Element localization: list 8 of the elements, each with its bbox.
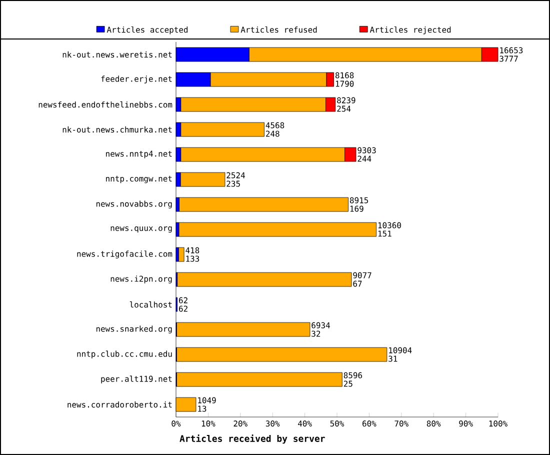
bar [176, 372, 342, 387]
x-axis-title: Articles received by server [180, 434, 325, 444]
bar [176, 322, 310, 337]
bar [179, 197, 348, 212]
bar [176, 347, 388, 362]
bar [178, 222, 376, 237]
bar [177, 272, 352, 287]
bar [178, 247, 184, 262]
